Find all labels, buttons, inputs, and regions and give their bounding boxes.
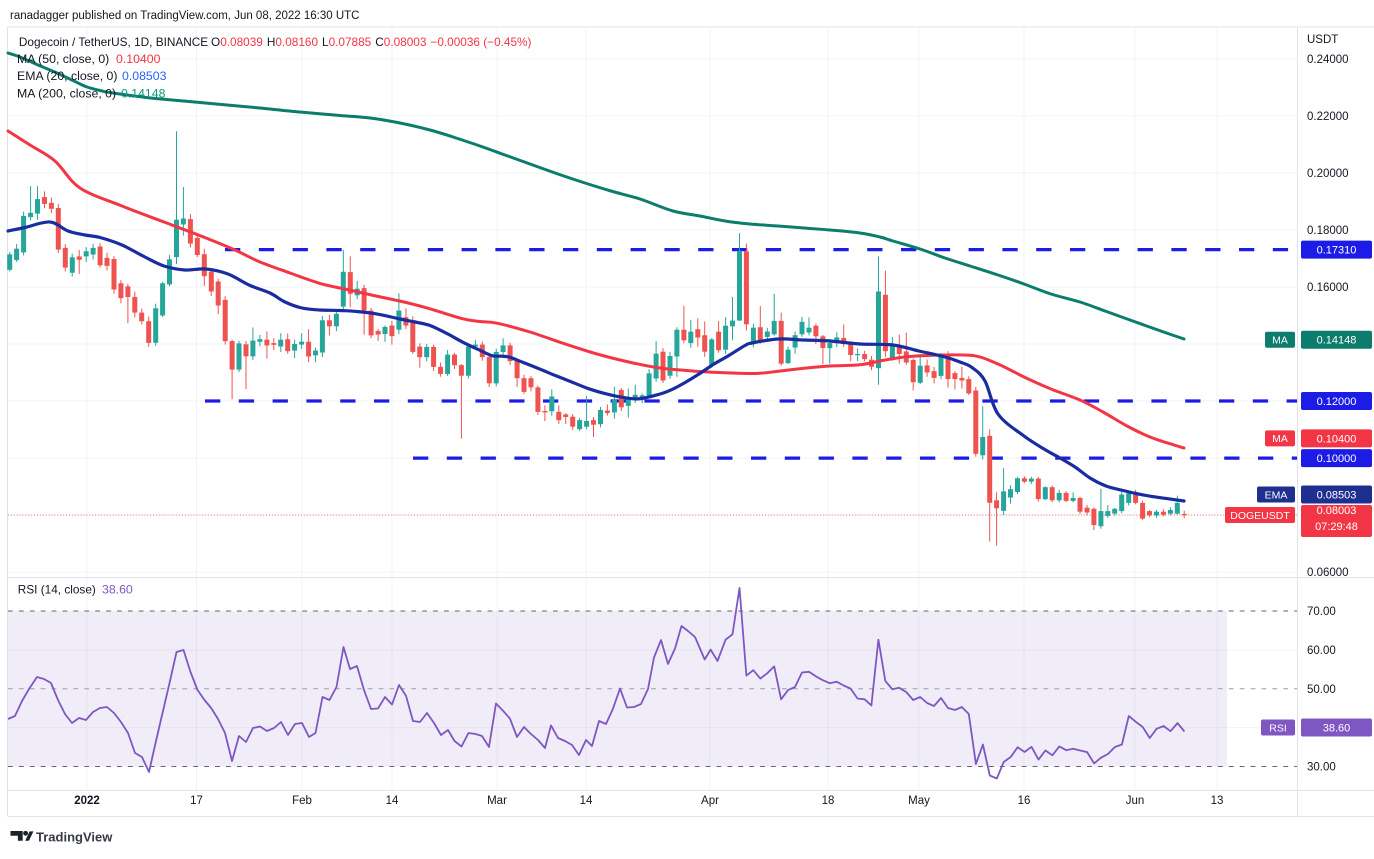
svg-text:60.00: 60.00 [1307, 645, 1336, 657]
svg-text:0.10400: 0.10400 [1317, 433, 1357, 445]
svg-text:MA: MA [1272, 335, 1288, 347]
svg-text:0.08003: 0.08003 [1317, 505, 1357, 517]
svg-text:18: 18 [822, 795, 835, 807]
svg-text:0.22000: 0.22000 [1307, 111, 1349, 123]
svg-text:14: 14 [386, 795, 399, 807]
svg-text:38.60: 38.60 [102, 583, 133, 597]
svg-text:Feb: Feb [292, 795, 312, 807]
svg-text:0.10400: 0.10400 [116, 52, 161, 66]
svg-text:USDT: USDT [1307, 34, 1338, 46]
svg-text:70.00: 70.00 [1307, 606, 1336, 618]
svg-text:0.14148: 0.14148 [1317, 335, 1357, 347]
svg-text:0.10000: 0.10000 [1317, 453, 1357, 465]
svg-text:0.06000: 0.06000 [1307, 567, 1349, 579]
svg-text:14: 14 [580, 795, 593, 807]
svg-text:Jun: Jun [1126, 795, 1145, 807]
svg-text:RSI: RSI [1269, 722, 1287, 734]
svg-text:0.18000: 0.18000 [1307, 225, 1349, 237]
svg-text:2022: 2022 [74, 795, 100, 807]
svg-text:07:29:48: 07:29:48 [1315, 521, 1358, 533]
svg-text:DOGEUSDT: DOGEUSDT [1230, 510, 1290, 522]
svg-text:RSI (14, close): RSI (14, close) [18, 583, 96, 597]
svg-text:0.08503: 0.08503 [1317, 490, 1357, 502]
svg-text:50.00: 50.00 [1307, 684, 1336, 696]
svg-text:EMA: EMA [1265, 489, 1288, 501]
svg-text:0.14148: 0.14148 [121, 87, 166, 101]
svg-text:38.60: 38.60 [1323, 723, 1351, 735]
svg-text:TradingView: TradingView [36, 830, 113, 845]
svg-text:0.24000: 0.24000 [1307, 54, 1349, 66]
svg-text:16: 16 [1018, 795, 1031, 807]
svg-text:Apr: Apr [701, 795, 719, 807]
svg-text:MA (50, close, 0): MA (50, close, 0) [17, 52, 109, 66]
svg-text:Dogecoin / TetherUS, 1D, BINAN: Dogecoin / TetherUS, 1D, BINANCE [19, 35, 208, 49]
svg-text:May: May [908, 795, 930, 807]
svg-text:0.16000: 0.16000 [1307, 282, 1349, 294]
svg-text:17: 17 [190, 795, 203, 807]
svg-text:MA: MA [1272, 433, 1288, 445]
svg-text:Mar: Mar [487, 795, 507, 807]
svg-text:EMA (20, close, 0): EMA (20, close, 0) [17, 69, 117, 83]
svg-text:ranadagger published on Tradin: ranadagger published on TradingView.com,… [10, 10, 360, 22]
svg-text:MA (200, close, 0): MA (200, close, 0) [17, 87, 116, 101]
svg-text:30.00: 30.00 [1307, 762, 1336, 774]
svg-text:0.12000: 0.12000 [1317, 396, 1357, 408]
svg-text:0.08503: 0.08503 [122, 69, 167, 83]
svg-text:13: 13 [1211, 795, 1224, 807]
svg-text:0.20000: 0.20000 [1307, 168, 1349, 180]
svg-text:0.17310: 0.17310 [1317, 245, 1357, 257]
